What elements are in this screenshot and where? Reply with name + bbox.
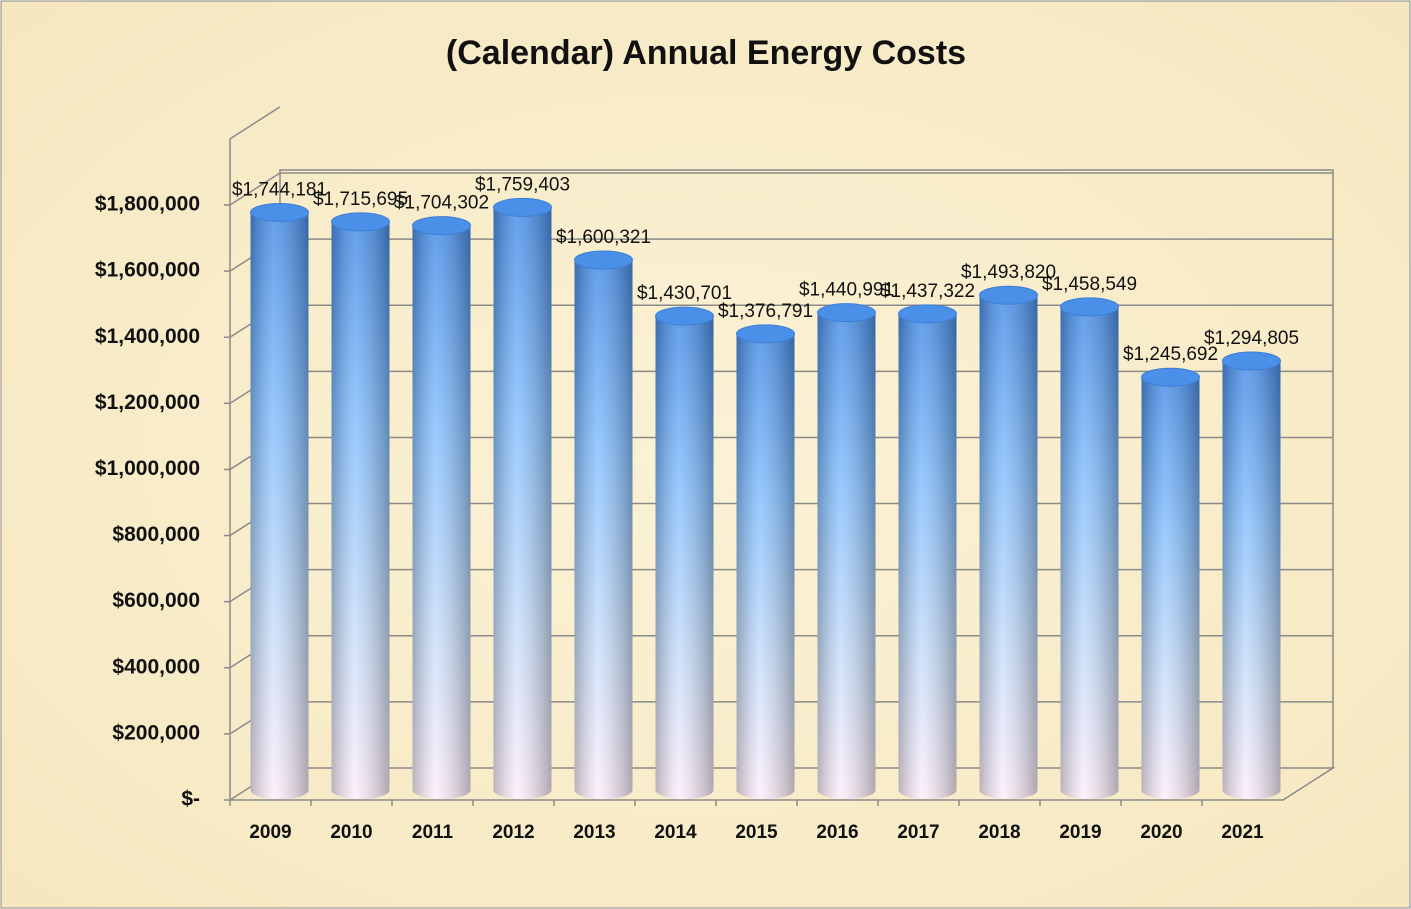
bar xyxy=(493,197,552,800)
data-label: $1,744,181 xyxy=(232,179,327,200)
x-tick-label: 2019 xyxy=(1059,822,1101,843)
x-tick-label: 2014 xyxy=(654,822,697,843)
data-label: $1,759,403 xyxy=(475,174,570,195)
y-tick-label: $1,000,000 xyxy=(95,457,200,480)
bar xyxy=(331,212,390,799)
y-axis-side xyxy=(229,106,281,140)
bar xyxy=(250,202,309,799)
x-tick-label: 2018 xyxy=(978,822,1020,843)
y-tick-label: $1,600,000 xyxy=(95,259,200,282)
data-label: $1,437,322 xyxy=(880,281,975,302)
x-tick-label: 2015 xyxy=(735,822,778,843)
x-tick-label: 2020 xyxy=(1140,822,1182,843)
data-label: $1,458,549 xyxy=(1042,274,1137,295)
y-tick-label: $800,000 xyxy=(112,523,200,546)
bar xyxy=(574,250,633,799)
data-label: $1,376,791 xyxy=(718,301,813,322)
data-label: $1,294,805 xyxy=(1204,328,1299,349)
y-tick-label: $1,400,000 xyxy=(95,325,200,348)
chart-title: (Calendar) Annual Energy Costs xyxy=(446,34,966,72)
bar xyxy=(1222,351,1281,799)
x-tick-label: 2010 xyxy=(330,822,372,843)
x-tick-label: 2009 xyxy=(249,822,291,843)
grid-line xyxy=(229,172,1333,206)
bar xyxy=(1141,367,1200,799)
bar xyxy=(736,324,795,799)
bar xyxy=(655,306,714,799)
bar xyxy=(898,304,957,799)
x-tick-label: 2021 xyxy=(1221,822,1264,843)
x-tick-label: 2012 xyxy=(492,822,534,843)
data-label: $1,430,701 xyxy=(637,283,732,304)
y-tick-label: $600,000 xyxy=(112,589,200,612)
y-tick-label: $1,200,000 xyxy=(95,391,200,414)
data-label: $1,493,820 xyxy=(961,262,1056,283)
y-tick-label: $1,800,000 xyxy=(95,193,200,216)
bar xyxy=(1060,297,1119,799)
bar xyxy=(817,303,876,799)
y-tick-label: $- xyxy=(181,788,200,811)
x-tick-label: 2013 xyxy=(573,822,615,843)
y-tick-label: $200,000 xyxy=(112,721,200,744)
x-tick-label: 2016 xyxy=(816,822,858,843)
y-tick-label: $400,000 xyxy=(112,655,200,678)
data-label: $1,245,692 xyxy=(1123,344,1218,365)
x-tick-label: 2017 xyxy=(897,822,939,843)
x-tick-label: 2011 xyxy=(412,822,454,843)
data-label: $1,704,302 xyxy=(394,193,489,214)
bar xyxy=(412,216,471,800)
data-label: $1,600,321 xyxy=(556,227,651,248)
bar xyxy=(979,285,1038,799)
data-label: $1,440,991 xyxy=(799,280,894,301)
data-label: $1,715,695 xyxy=(313,189,408,210)
